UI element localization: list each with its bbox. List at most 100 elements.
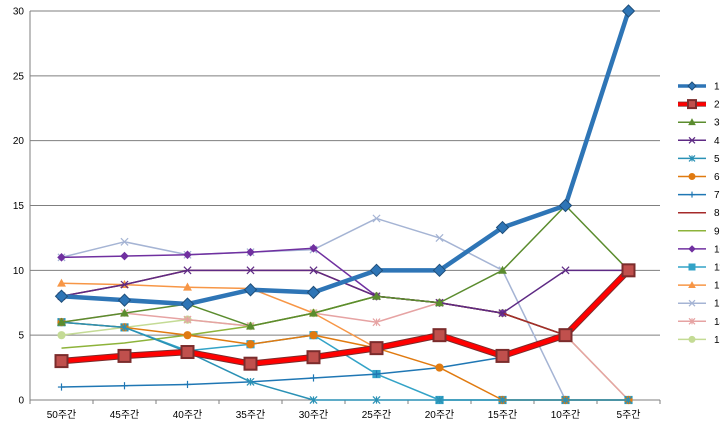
- data-point: [309, 308, 318, 317]
- series-line: [61, 295, 630, 401]
- data-point: [180, 297, 195, 311]
- data-point: [306, 350, 321, 365]
- data-point: [120, 280, 129, 289]
- data-point: [688, 335, 696, 343]
- data-point: [309, 331, 318, 340]
- data-point: [246, 247, 255, 257]
- data-point: [57, 331, 66, 340]
- series-line: [61, 268, 631, 366]
- data-point: [372, 214, 381, 223]
- data-point: [435, 363, 444, 372]
- data-point: [183, 266, 192, 275]
- data-point: [435, 395, 444, 405]
- x-tick-label: 25주간: [362, 409, 392, 421]
- legend-label: 1: [714, 82, 720, 93]
- data-point: [688, 173, 696, 180]
- data-point: [687, 99, 697, 110]
- data-point: [621, 263, 636, 278]
- legend-item-7: 7: [678, 190, 720, 201]
- x-tick-label: 20주간: [425, 409, 455, 421]
- series-15: [57, 292, 633, 405]
- data-point: [183, 315, 192, 324]
- data-point: [688, 154, 696, 162]
- data-point: [372, 370, 381, 378]
- x-tick-label: 15주간: [488, 409, 518, 421]
- data-point: [372, 395, 381, 405]
- data-point: [120, 237, 129, 246]
- data-point: [498, 265, 507, 274]
- legend-item-11: 11: [678, 263, 720, 274]
- x-tick-label: 30주간: [299, 409, 329, 421]
- data-point: [57, 383, 66, 391]
- data-point: [117, 348, 132, 363]
- data-point: [498, 309, 507, 318]
- data-point: [687, 81, 697, 91]
- legend-label: 2: [714, 100, 720, 111]
- data-point: [246, 377, 255, 386]
- data-point: [495, 348, 510, 363]
- data-point: [435, 298, 444, 307]
- x-tick-label: 45주간: [110, 409, 140, 421]
- legend-item-8: 8: [678, 208, 720, 219]
- data-point: [688, 118, 696, 126]
- legend-item-12: 12: [678, 281, 720, 292]
- y-tick-label: 15: [13, 201, 25, 212]
- data-point: [54, 289, 69, 303]
- legend-label: 10: [714, 244, 720, 255]
- x-tick-label: 10주간: [551, 409, 581, 421]
- legend-item-2: 2: [678, 99, 720, 111]
- legend-label: 12: [714, 281, 720, 292]
- legend-label: 5: [714, 154, 720, 165]
- legend-label: 3: [714, 118, 720, 129]
- legend-item-6: 6: [678, 172, 720, 183]
- data-point: [309, 374, 318, 382]
- series-line: [61, 10, 631, 307]
- data-point: [561, 395, 570, 405]
- legend-label: 7: [714, 190, 720, 201]
- data-point: [120, 251, 129, 261]
- data-point: [309, 395, 318, 405]
- series-line: [61, 204, 630, 327]
- data-point: [309, 266, 318, 275]
- series-3: [57, 200, 633, 330]
- y-tick-label: 0: [18, 396, 24, 407]
- x-tick-label: 35주간: [236, 409, 266, 421]
- legend-label: 13: [714, 299, 720, 310]
- legend-label: 8: [714, 208, 720, 219]
- data-point: [688, 263, 696, 271]
- legend-item-15: 15: [678, 335, 720, 346]
- legend-item-5: 5: [678, 154, 720, 165]
- x-tick-label: 50주간: [47, 409, 77, 421]
- data-point: [372, 318, 381, 327]
- data-point: [120, 308, 129, 317]
- data-point: [435, 233, 444, 242]
- x-tick-label: 5주간: [617, 409, 641, 421]
- data-point: [369, 263, 384, 278]
- series-lines: [54, 4, 636, 405]
- legend-item-14: 14: [678, 317, 720, 328]
- series-line: [61, 269, 629, 314]
- data-point: [558, 328, 573, 343]
- data-point: [180, 345, 195, 360]
- data-point: [558, 198, 573, 213]
- y-tick-label: 5: [18, 331, 24, 342]
- legend-item-3: 3: [678, 118, 720, 129]
- legend-item-9: 9: [678, 226, 720, 237]
- data-point: [498, 395, 507, 405]
- data-point: [246, 321, 255, 330]
- data-point: [57, 278, 66, 287]
- data-point: [183, 380, 192, 389]
- data-point: [306, 285, 321, 300]
- legend: 123456789101112131415: [678, 81, 720, 346]
- y-tick-label: 30: [13, 7, 25, 18]
- series-line: [61, 247, 630, 336]
- data-point: [621, 4, 636, 18]
- data-point: [246, 266, 255, 275]
- gridlines: [30, 10, 660, 401]
- series-line: [61, 269, 630, 388]
- axes: 0 5 10 15 20 25 30 50주간 45주간 40주간 35주간 30주간 25주간 20주간…: [13, 7, 661, 421]
- legend-label: 4: [714, 136, 720, 147]
- series-line: [61, 321, 629, 401]
- data-point: [624, 395, 633, 405]
- data-point: [372, 291, 381, 300]
